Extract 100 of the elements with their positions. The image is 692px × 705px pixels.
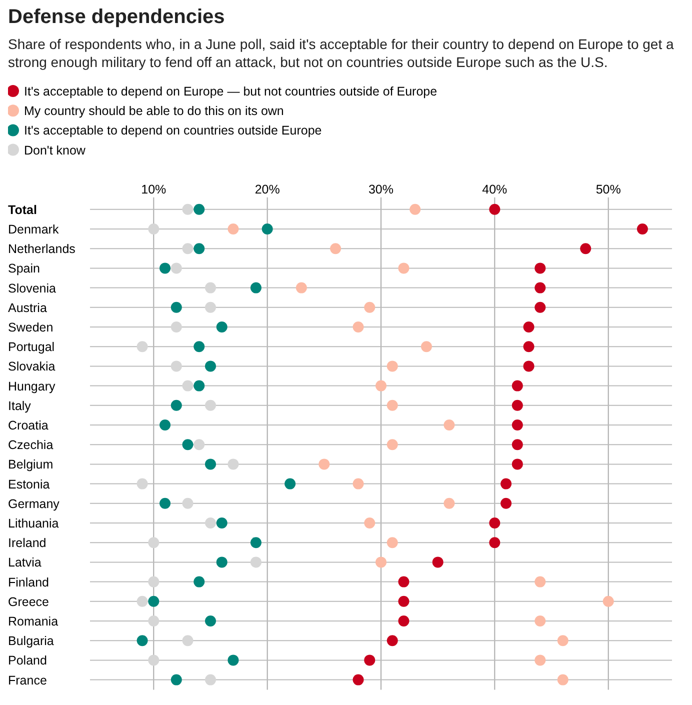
point <box>148 654 160 666</box>
point <box>136 596 148 607</box>
y-tick-label: Denmark <box>8 222 60 236</box>
x-tick-label: 20% <box>254 182 280 196</box>
point <box>204 674 216 686</box>
point <box>160 498 171 509</box>
point <box>182 635 194 646</box>
point <box>376 556 386 568</box>
point <box>352 322 364 332</box>
point <box>250 537 262 548</box>
y-tick-label: Poland <box>8 654 47 668</box>
point <box>523 322 534 332</box>
point <box>386 537 398 548</box>
point <box>204 282 216 294</box>
point <box>386 360 398 372</box>
point <box>204 360 216 372</box>
point <box>386 400 398 411</box>
point <box>534 302 546 313</box>
point <box>170 262 182 274</box>
y-tick-label: Total <box>8 202 37 217</box>
point <box>194 243 205 254</box>
point <box>364 518 376 528</box>
y-tick-label: Slovenia <box>8 281 56 296</box>
point <box>386 635 398 646</box>
point <box>148 537 160 548</box>
y-tick-label: Netherlands <box>8 242 76 256</box>
point <box>444 420 455 430</box>
y-tick-label: Belgium <box>8 458 54 472</box>
point <box>500 478 512 490</box>
point <box>580 243 592 254</box>
point <box>512 439 523 450</box>
point <box>523 341 534 352</box>
point <box>216 322 228 332</box>
y-tick-label: Italy <box>8 398 32 413</box>
point <box>204 400 216 411</box>
point <box>250 282 262 294</box>
point <box>364 302 376 313</box>
point <box>512 400 523 411</box>
point <box>194 576 205 588</box>
y-tick-label: Czechia <box>8 438 54 452</box>
y-tick-label: Slovakia <box>8 360 56 374</box>
point <box>534 654 546 666</box>
point <box>534 282 546 294</box>
y-tick-label: Hungary <box>8 379 56 394</box>
point <box>228 458 239 470</box>
y-tick-label: Sweden <box>8 320 54 334</box>
x-tick-label: 50% <box>596 182 621 196</box>
point <box>489 537 500 548</box>
y-tick-label: Portugal <box>8 340 55 354</box>
point <box>204 302 216 313</box>
y-tick-label: Germany <box>8 496 60 511</box>
point <box>136 478 148 490</box>
y-tick-label: Ireland <box>8 536 46 550</box>
point <box>398 596 410 607</box>
x-tick-label: 40% <box>482 182 508 196</box>
point <box>330 243 342 254</box>
y-tick-label: Estonia <box>8 477 50 492</box>
point <box>148 596 160 607</box>
x-tick-label: 10% <box>141 182 166 196</box>
point <box>410 204 421 215</box>
point <box>250 556 262 568</box>
point <box>170 674 182 686</box>
point <box>386 439 398 450</box>
point <box>170 302 182 313</box>
point <box>512 420 523 430</box>
point <box>489 518 500 528</box>
point <box>136 341 148 352</box>
point <box>398 576 410 588</box>
y-tick-label: Finland <box>8 575 50 590</box>
legend-label: Don't know <box>24 143 86 158</box>
point <box>636 224 648 234</box>
point <box>352 478 364 490</box>
point <box>398 262 410 274</box>
point <box>364 654 376 666</box>
y-tick-label: Austria <box>8 300 47 315</box>
chart-title: Defense dependencies <box>8 6 226 29</box>
y-tick-label: Lithuania <box>8 516 59 530</box>
x-tick-label: 30% <box>368 182 394 196</box>
point <box>318 458 330 470</box>
point <box>170 322 182 332</box>
point <box>182 204 194 215</box>
point <box>204 616 216 626</box>
point <box>182 439 194 450</box>
point <box>160 420 171 430</box>
point <box>534 576 546 588</box>
point <box>512 380 523 392</box>
point <box>228 224 239 234</box>
point <box>296 282 307 294</box>
point <box>284 478 296 490</box>
point <box>204 518 216 528</box>
point <box>148 616 160 626</box>
point <box>376 380 386 392</box>
point <box>557 674 568 686</box>
legend-label: It's acceptable to depend on Europe — but not countries outside of Europe <box>24 84 438 98</box>
point <box>182 380 194 392</box>
point <box>534 616 546 626</box>
legend-label: It's acceptable to depend on countries outside Europe <box>24 124 322 138</box>
chart-subtitle: Share of respondents who, in a June poll, said it's acceptable for their country to depend on Europe to get a strong enough military to fend off an attack, but not on countries outside Europe such as the U.S. <box>8 35 675 71</box>
y-tick-label: Spain <box>8 262 40 276</box>
y-tick-label: France <box>8 673 47 688</box>
